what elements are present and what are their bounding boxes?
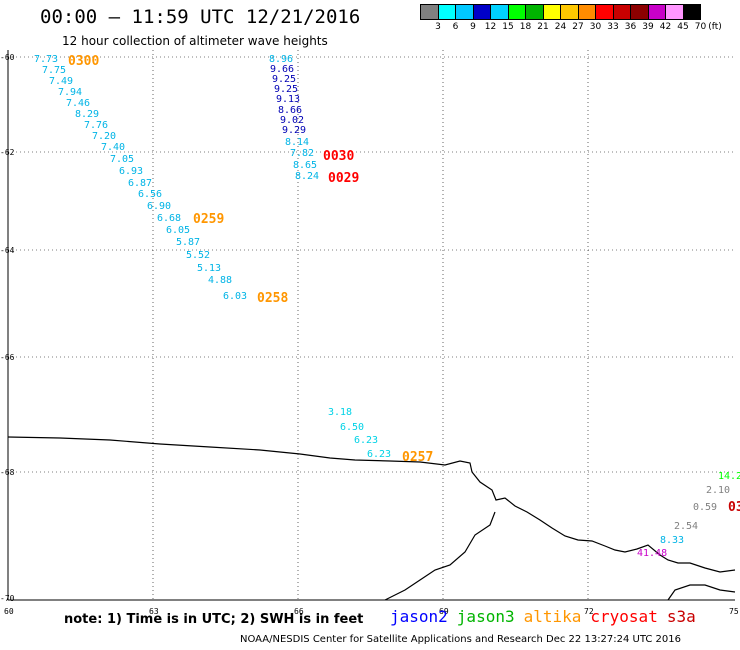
footer-credit: NOAA/NESDIS Center for Satellite Applica… xyxy=(240,634,682,645)
swh-value: 8.66 xyxy=(278,105,302,116)
swh-value: 9.25 xyxy=(274,84,298,95)
colorbar-label: 33 xyxy=(607,22,619,32)
pass-time-label: 0300 xyxy=(68,54,99,69)
lon-tick-label: 63 xyxy=(149,607,159,616)
legend-jason2: jason2 xyxy=(390,607,448,626)
colorbar-label: 9 xyxy=(470,22,476,32)
swh-value: 7.76 xyxy=(84,120,108,131)
swh-value: 5.87 xyxy=(176,237,200,248)
swh-value: 6.23 xyxy=(367,449,391,460)
pass-time-label: 0258 xyxy=(257,291,288,306)
swh-value: 14.2 xyxy=(718,471,740,482)
legend-cryosat: cryosat xyxy=(590,607,658,626)
swh-value: 7.82 xyxy=(290,148,314,159)
graticule: 60 63 66 69 72 75 -60 -62 -64 -66 -68 -70 xyxy=(0,50,739,616)
colorbar-label: 42 xyxy=(659,22,672,32)
swh-value: 8.14 xyxy=(285,137,309,148)
coastline xyxy=(7,436,736,601)
swh-value: 8.33 xyxy=(660,535,684,546)
swh-value: 6.23 xyxy=(354,435,378,446)
colorbar-label: 12 xyxy=(484,22,497,32)
swh-value: 6.05 xyxy=(166,225,190,236)
colorbar-cell xyxy=(682,4,701,20)
swh-value: 7.75 xyxy=(42,65,66,76)
swh-value: 7.20 xyxy=(92,131,116,142)
swh-value: 7.46 xyxy=(66,98,90,109)
swh-value: 7.73 xyxy=(34,54,58,65)
colorbar-label: 27 xyxy=(572,22,584,32)
swh-value: 2.54 xyxy=(674,521,698,532)
swh-value: 3.18 xyxy=(328,407,352,418)
swh-value: 8.96 xyxy=(269,54,293,65)
pass-time-label: 03 xyxy=(728,500,740,515)
pass-time-label: 0259 xyxy=(193,212,224,227)
colorbar-label: 6 xyxy=(452,22,459,32)
lon-tick-label: 66 xyxy=(294,607,304,616)
colorbar-label: 70 xyxy=(694,22,707,32)
swh-value: 9.13 xyxy=(276,94,300,105)
swh-value: 7.40 xyxy=(101,142,125,153)
swh-value: 9.25 xyxy=(272,74,296,85)
swh-value: 41.48 xyxy=(637,548,667,559)
swh-value: 5.52 xyxy=(186,250,210,261)
swh-value: 6.90 xyxy=(147,201,171,212)
lat-tick-label: -70 xyxy=(0,594,15,603)
swh-value: 2.10 xyxy=(706,485,730,496)
lon-tick-label: 75 xyxy=(729,607,739,616)
swh-value: 5.13 xyxy=(197,263,221,274)
swh-value: 9.02 xyxy=(280,115,304,126)
swh-value: 8.29 xyxy=(75,109,99,120)
legend-altika: altika xyxy=(523,607,582,626)
colorbar-label: 18 xyxy=(519,22,532,32)
colorbar-unit: (ft) xyxy=(708,22,722,32)
swh-value: 6.93 xyxy=(119,166,143,177)
swh-value: 6.87 xyxy=(128,178,152,189)
colorbar-label: 36 xyxy=(624,22,637,32)
coastline-ice-shelf xyxy=(384,511,496,601)
colorbar-label: 24 xyxy=(554,22,567,32)
lat-tick-label: -68 xyxy=(0,468,15,477)
swh-value: 8.24 xyxy=(295,171,319,182)
lat-tick-label: -64 xyxy=(0,246,15,255)
legend-s3a: s3a xyxy=(666,607,696,626)
lon-tick-label: 60 xyxy=(4,607,14,616)
swh-value: 6.50 xyxy=(340,422,364,433)
colorbar-label: 3 xyxy=(435,22,441,32)
note: note: 1) Time is in UTC; 2) SWH is in fe… xyxy=(64,612,364,627)
pass-time-label: 0030 xyxy=(323,149,354,164)
swh-value: 8.65 xyxy=(293,160,317,171)
swh-value: 6.03 xyxy=(223,291,247,302)
swh-value: 0.59 xyxy=(693,502,717,513)
colorbar-label: 15 xyxy=(502,22,514,32)
lon-tick-label: 72 xyxy=(584,607,594,616)
coastline-east xyxy=(667,584,736,601)
lon-tick-label: 69 xyxy=(439,607,449,616)
map-subtitle: 12 hour collection of altimeter wave hei… xyxy=(62,34,328,48)
swh-value: 7.05 xyxy=(110,154,134,165)
satellite-legend: jason2 jason3 altika cryosat s3a xyxy=(390,607,705,626)
lat-tick-label: -66 xyxy=(0,353,15,362)
colorbar-label: 45 xyxy=(677,22,689,32)
swh-value: 9.66 xyxy=(270,64,294,75)
legend-jason3: jason3 xyxy=(456,607,515,626)
observation-labels: 7.737.757.497.947.468.297.767.207.407.05… xyxy=(34,54,740,559)
pass-time-label: 0029 xyxy=(328,171,359,186)
map-title: 00:00 – 11:59 UTC 12/21/2016 xyxy=(40,6,361,28)
swh-value: 7.94 xyxy=(58,87,82,98)
swh-value: 9.29 xyxy=(282,125,306,136)
swh-value: 6.68 xyxy=(157,213,181,224)
lat-tick-label: -60 xyxy=(0,53,15,62)
colorbar xyxy=(420,4,701,20)
lat-tick-label: -62 xyxy=(0,148,15,157)
colorbar-label: 39 xyxy=(642,22,654,32)
coastline-antarctica xyxy=(7,436,736,573)
colorbar-label: 30 xyxy=(589,22,602,32)
swh-value: 4.88 xyxy=(208,275,232,286)
pass-time-label: 0257 xyxy=(402,450,433,465)
swh-value: 6.56 xyxy=(138,189,162,200)
swh-value: 7.49 xyxy=(49,76,73,87)
colorbar-label: 21 xyxy=(537,22,549,32)
